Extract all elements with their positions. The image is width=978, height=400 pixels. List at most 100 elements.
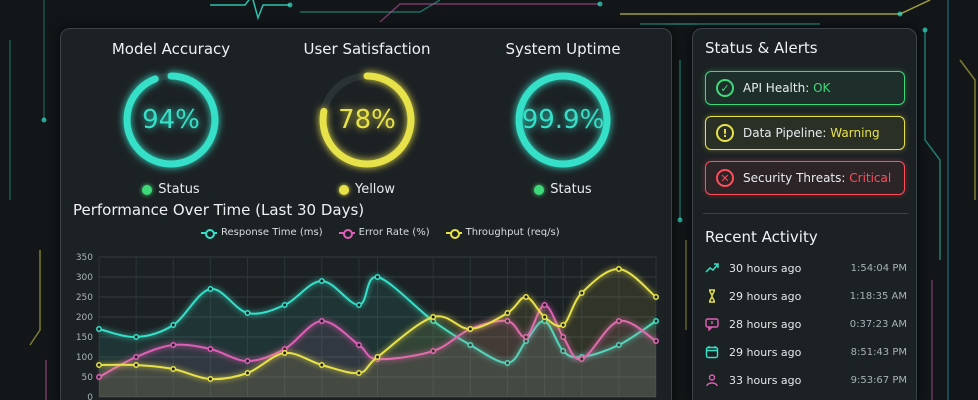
- activity-time: 1:18:35 AM: [849, 290, 907, 302]
- legend-label: Error Rate (%): [358, 227, 430, 238]
- data-point: [318, 362, 325, 368]
- legend-label: Throughput (req/s): [465, 227, 560, 238]
- chart-legend: Response Time (ms) Error Rate (%) Throug…: [201, 227, 560, 239]
- user-icon: [705, 373, 719, 387]
- series-area: [99, 276, 656, 397]
- data-point: [504, 318, 511, 324]
- chart-title: Performance Over Time (Last 30 Days): [73, 201, 365, 219]
- data-point: [541, 314, 548, 320]
- series-area: [99, 268, 656, 397]
- data-point: [355, 342, 362, 348]
- data-point: [170, 322, 177, 328]
- status-panel: Status & Alerts ✓ API Health: OK ! Data …: [692, 28, 917, 400]
- alert-text: Data Pipeline: Warning: [743, 126, 880, 140]
- gauge-value: 78%: [338, 105, 396, 135]
- activity-ago: 28 hours ago: [729, 317, 802, 331]
- y-tick-label: 300: [76, 273, 93, 283]
- activity-item[interactable]: 30 hours ago 1:54:04 PM: [705, 258, 907, 278]
- alert-label: API Health:: [743, 81, 814, 95]
- activity-item[interactable]: 33 hours ago 9:53:67 PM: [705, 370, 907, 390]
- data-point: [523, 334, 529, 340]
- alert-data-pipeline[interactable]: ! Data Pipeline: Warning: [705, 116, 905, 150]
- data-point: [504, 360, 511, 366]
- data-point: [133, 354, 140, 360]
- alert-label: Security Threats:: [743, 171, 850, 185]
- legend-item-error-rate[interactable]: Error Rate (%): [338, 227, 430, 239]
- alert-text: API Health: OK: [743, 81, 830, 95]
- y-tick-label: 350: [76, 253, 93, 263]
- gauge-ring: 94%: [116, 65, 226, 175]
- activity-item[interactable]: 29 hours ago 1:18:35 AM: [705, 286, 907, 306]
- legend-swatch-icon: [201, 228, 217, 239]
- activity-item[interactable]: 29 hours ago 8:51:43 PM: [705, 342, 907, 362]
- gauge-system-uptime: System Uptime 99.9% Status: [483, 39, 643, 198]
- status-dot-icon: [338, 185, 349, 195]
- y-tick-label: 150: [76, 333, 93, 343]
- activity-item[interactable]: 28 hours ago 0:37:23 AM: [705, 314, 907, 334]
- alert-api-health[interactable]: ✓ API Health: OK: [705, 71, 905, 105]
- gauge-value: 99.9%: [521, 105, 605, 135]
- gauge-status-label: Yellow: [354, 182, 396, 197]
- activity-ago: 29 hours ago: [729, 345, 802, 359]
- data-point: [207, 286, 214, 292]
- data-point: [133, 334, 140, 340]
- activity-time: 8:51:43 PM: [850, 346, 907, 358]
- data-point: [318, 278, 325, 284]
- data-point: [133, 362, 140, 368]
- gauge-ring: 78%: [312, 65, 422, 175]
- data-point: [653, 294, 659, 300]
- data-point: [430, 348, 437, 354]
- data-point: [430, 314, 437, 320]
- alert-state: Warning: [830, 126, 880, 140]
- activity-ago: 33 hours ago: [729, 373, 802, 387]
- y-tick-label: 100: [76, 353, 93, 363]
- activity-time: 9:53:67 PM: [850, 374, 907, 386]
- gauge-ring-svg: [515, 72, 611, 168]
- y-tick-label: 0: [87, 393, 93, 400]
- data-point: [96, 374, 102, 380]
- data-point: [355, 370, 362, 376]
- data-point: [504, 310, 511, 316]
- alert-security-threats[interactable]: ✕ Security Threats: Critical: [705, 161, 905, 195]
- y-tick-label: 200: [76, 313, 93, 323]
- status-dot-icon: [142, 185, 153, 195]
- gauge-ring-svg: [123, 72, 219, 168]
- warning-icon: !: [716, 124, 734, 142]
- data-point: [615, 318, 622, 324]
- performance-chart: 0501001502002503003500236810121415182022…: [76, 253, 659, 400]
- legend-item-throughput[interactable]: Throughput (req/s): [445, 227, 560, 239]
- data-point: [170, 342, 177, 348]
- series-area: [99, 305, 656, 397]
- gauge-status: Status: [91, 182, 251, 198]
- data-point: [653, 338, 659, 344]
- data-point: [541, 302, 548, 308]
- data-point: [281, 302, 288, 308]
- gauge-title: System Uptime: [505, 40, 621, 58]
- gauge-status-label: Status: [158, 182, 200, 197]
- divider: [703, 213, 908, 214]
- alert-state: OK: [813, 81, 831, 95]
- data-point: [96, 326, 102, 332]
- legend-item-response-time[interactable]: Response Time (ms): [201, 227, 323, 239]
- data-point: [207, 346, 214, 352]
- data-point: [653, 318, 659, 324]
- gauge-title: User Satisfaction: [303, 40, 431, 58]
- data-point: [170, 366, 177, 372]
- data-point: [355, 302, 362, 308]
- data-point: [281, 350, 288, 356]
- check-icon: ✓: [716, 79, 734, 97]
- legend-swatch-icon: [338, 228, 355, 239]
- data-point: [615, 342, 622, 348]
- data-point: [244, 310, 251, 316]
- error-icon: ✕: [716, 169, 734, 187]
- gauge-model-accuracy: Model Accuracy 94% Status: [91, 39, 251, 198]
- data-point: [578, 356, 585, 362]
- gauge-value: 94%: [142, 105, 200, 135]
- activity-ago: 30 hours ago: [729, 261, 802, 275]
- alert-state: Critical: [849, 171, 892, 185]
- gauge-ring-svg: [319, 72, 415, 168]
- data-point: [560, 322, 567, 328]
- hourglass-icon: [705, 289, 719, 303]
- data-point: [523, 294, 529, 300]
